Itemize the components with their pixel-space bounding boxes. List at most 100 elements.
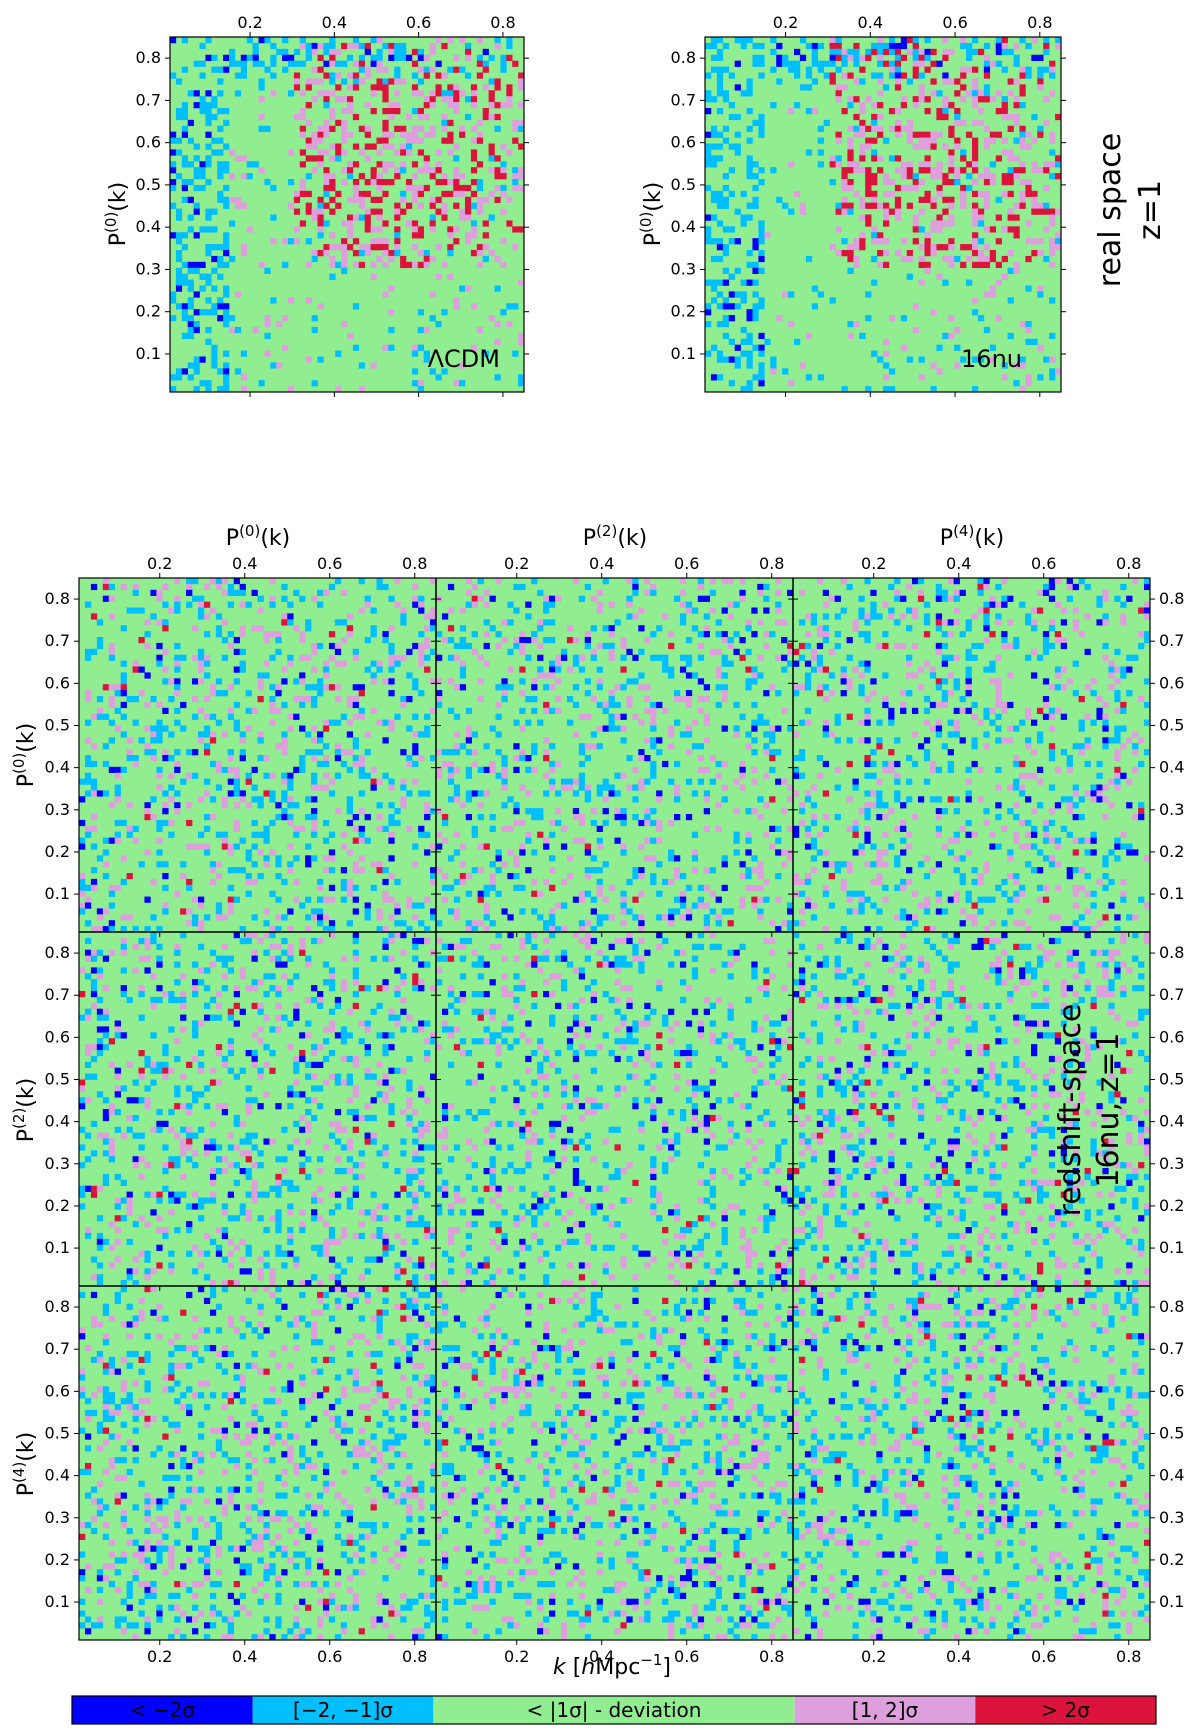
heatmap-cell [441, 760, 449, 768]
heatmap-cell [340, 760, 348, 768]
heatmap-cell [156, 725, 163, 732]
heatmap-cell [288, 238, 295, 245]
heatmap-cell [543, 837, 550, 844]
heatmap-cell [364, 1044, 371, 1051]
heatmap-cell [1054, 861, 1062, 868]
heatmap-cell [858, 890, 865, 897]
heatmap-cell [476, 72, 483, 79]
heatmap-cell [716, 255, 724, 263]
heatmap-cell [447, 749, 455, 756]
heatmap-cell [1048, 707, 1056, 714]
heatmap-cell [411, 108, 419, 115]
heatmap-cell [859, 78, 866, 85]
heatmap-cell [758, 220, 765, 227]
heatmap-cell [447, 84, 454, 91]
heatmap-cell [501, 678, 508, 685]
heatmap-cell [871, 190, 878, 198]
heatmap-cell [977, 214, 985, 221]
heatmap-cell [894, 855, 901, 862]
heatmap-cell [240, 386, 247, 393]
heatmap-cell [500, 261, 507, 269]
heatmap-cell [411, 90, 419, 97]
heatmap-cell [804, 672, 812, 679]
heatmap-cell [270, 42, 277, 50]
heatmap-cell [275, 684, 282, 691]
heatmap-cell [679, 619, 687, 626]
heatmap-cell [126, 996, 133, 1004]
heatmap-cell [156, 926, 163, 933]
heatmap-cell [728, 338, 735, 345]
heatmap-cell [84, 949, 92, 956]
heatmap-cell [942, 255, 949, 263]
heatmap-cell [328, 1020, 336, 1027]
heatmap-cell [841, 60, 848, 67]
heatmap-cell [834, 814, 841, 821]
heatmap-cell [1102, 743, 1109, 750]
heatmap-cell [847, 48, 854, 56]
heatmap-cell [1048, 595, 1056, 602]
heatmap-cell [1007, 125, 1014, 132]
heatmap-cell [376, 583, 383, 591]
heatmap-cell [170, 167, 177, 174]
heatmap-cell [180, 725, 187, 732]
heatmap-cell [876, 642, 883, 650]
heatmap-cell [734, 208, 741, 215]
heatmap-cell [912, 672, 919, 679]
heatmap-cell [543, 755, 550, 762]
heatmap-cell [703, 737, 710, 744]
heatmap-cell [441, 173, 448, 180]
heatmap-cell [406, 113, 413, 121]
heatmap-cell [340, 1032, 348, 1039]
heatmap-cell [859, 149, 866, 156]
heatmap-cell [828, 861, 835, 868]
heatmap-cell [170, 202, 177, 209]
heatmap-cell [376, 802, 383, 809]
heatmap-cell [79, 873, 86, 880]
heatmap-cell [710, 196, 718, 203]
heatmap-cell [691, 902, 699, 909]
heatmap-cell [740, 291, 747, 298]
heatmap-cell [370, 261, 377, 269]
heatmap-cell [239, 1008, 246, 1015]
heatmap-cell [96, 637, 104, 644]
heatmap-cell [871, 279, 878, 286]
heatmap-cell [566, 719, 574, 726]
heatmap-cell [894, 250, 902, 257]
heatmap-cell [79, 796, 86, 803]
heatmap-cell [972, 84, 979, 91]
heatmap-cell [329, 125, 336, 132]
heatmap-cell [447, 90, 454, 97]
heatmap-cell [311, 825, 318, 832]
heatmap-cell [734, 238, 741, 245]
heatmap-cell [311, 167, 318, 174]
heatmap-cell [829, 179, 836, 186]
heatmap-cell [697, 896, 705, 903]
heatmap-cell [721, 796, 728, 803]
heatmap-cell [447, 654, 455, 661]
heatmap-cell [162, 908, 169, 915]
heatmap-cell [269, 707, 276, 714]
heatmap-cell [465, 890, 472, 897]
heatmap-cell [923, 908, 931, 915]
heatmap-cell [1114, 755, 1121, 762]
heatmap-cell [853, 60, 860, 67]
heatmap-cell [245, 873, 252, 880]
heatmap-cell [376, 778, 383, 785]
heatmap-cell [299, 179, 306, 186]
heatmap-cell [620, 654, 627, 661]
heatmap-cell [590, 908, 597, 915]
heatmap-cell [181, 37, 188, 44]
heatmap-cell [335, 202, 342, 209]
heatmap-cell [1013, 113, 1020, 121]
heatmap-cell [203, 731, 211, 738]
heatmap-cell [715, 825, 722, 832]
heatmap-cell [935, 831, 943, 838]
heatmap-cell [170, 179, 177, 186]
heatmap-cell [906, 625, 913, 632]
heatmap-cell [531, 678, 538, 685]
heatmap-cell [935, 583, 943, 591]
heatmap-cell [215, 578, 223, 585]
heatmap-cell [412, 678, 419, 685]
heatmap-cell [668, 672, 675, 679]
heatmap-cell [335, 155, 342, 162]
